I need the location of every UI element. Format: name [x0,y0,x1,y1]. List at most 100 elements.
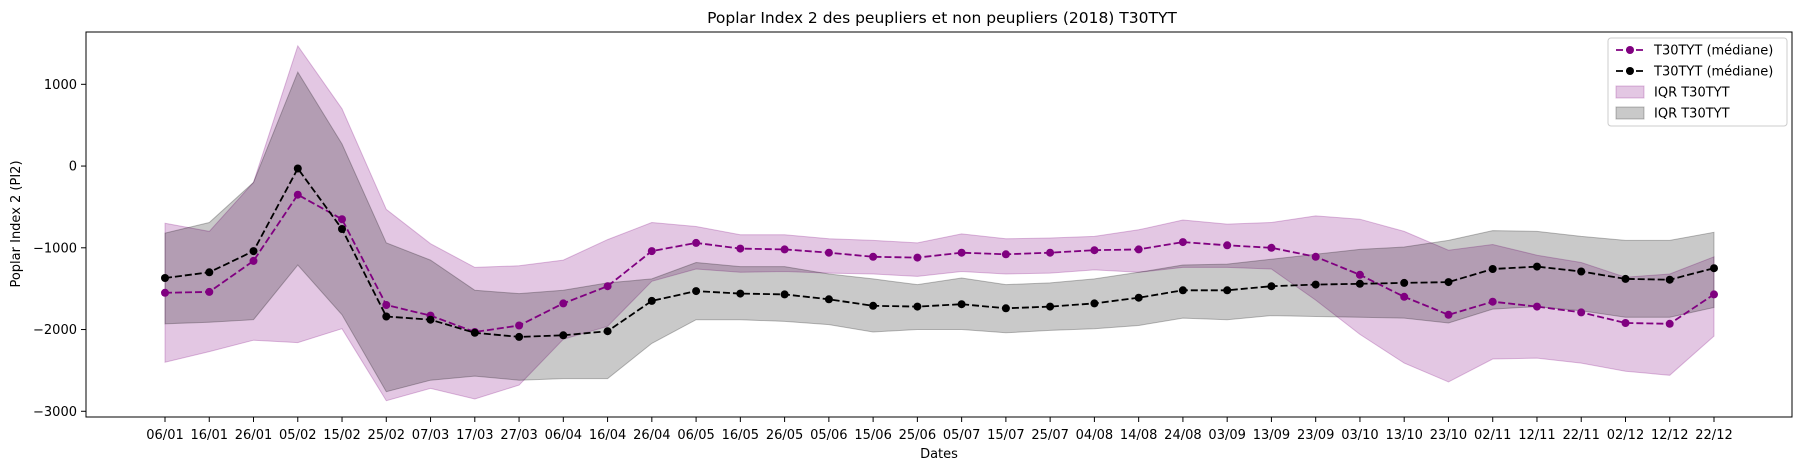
series-2-point [161,274,169,282]
x-tick-label: 26/05 [766,428,803,443]
x-tick-label: 24/08 [1164,428,1201,443]
series-1-point [293,190,302,199]
x-tick-label: 15/02 [323,428,360,443]
x-tick-label: 23/10 [1430,428,1467,443]
legend-band-swatch [1615,85,1645,99]
x-tick-label: 06/04 [545,428,582,443]
x-tick-label: 02/12 [1607,428,1644,443]
y-axis-title: Poplar Index 2 (PI2) [9,160,24,287]
y-tick-label: −3000 [33,405,77,420]
series-2-point [515,332,524,341]
x-axis-title: Dates [920,447,958,462]
legend-band-swatch [1615,106,1645,120]
series-2-point [382,312,391,321]
y-tick-label: 1000 [44,78,77,93]
legend: T30TYT (médiane) T30TYT (médiane) IQR T30T… [1607,37,1788,127]
series-1-point [1621,319,1630,327]
series-2-point [205,268,214,277]
x-tick-label: 03/09 [1208,428,1245,443]
series-2-point [1267,282,1276,291]
series-1-point [205,287,214,296]
x-tick-label: 03/10 [1341,428,1378,443]
iqr-bands [164,44,1715,402]
x-axis: 06/01 16/01 26/01 05/02 15/02 25/02 07/03 17/03… [146,417,1733,443]
x-tick-label: 16/01 [191,428,228,443]
series-1-point [824,248,833,257]
series-1-point [1178,238,1187,247]
x-tick-label: 13/09 [1253,428,1290,443]
series-1-point [161,288,169,297]
x-tick-label: 25/07 [1031,428,1068,443]
series-2-point [1001,304,1010,313]
series-2-point [1311,280,1320,289]
series-1-point [1577,308,1586,317]
x-tick-label: 12/12 [1651,428,1688,443]
series-1-point [1001,250,1010,259]
series-2-point [824,295,833,304]
x-tick-label: 05/06 [810,428,847,443]
series-2-point [647,296,656,305]
plot-area-frame [85,31,1793,418]
series-2-point [470,328,479,337]
x-tick-label: 23/09 [1297,428,1334,443]
x-tick-label: 22/12 [1695,428,1732,443]
iqr-band-2 [164,70,1715,393]
x-tick-label: 12/11 [1518,428,1555,443]
x-tick-label: 05/02 [279,428,316,443]
series-line-1 [164,193,1715,333]
legend-marker [1626,67,1634,75]
x-tick-label: 25/06 [899,428,936,443]
series-2-point [1444,278,1453,287]
series-2-point [1710,264,1718,273]
x-tick-label: 02/11 [1474,428,1511,443]
chart-title: Poplar Index 2 des peupliers et non peup… [707,9,1177,27]
series-1-point [1311,252,1320,261]
x-tick-label: 04/08 [1076,428,1113,443]
x-tick-label: 07/03 [412,428,449,443]
x-tick-label: 15/06 [854,428,891,443]
series-1-point [1267,243,1276,252]
series-2-point [1090,299,1099,308]
y-tick-label: 0 [69,160,77,175]
x-tick-label: 27/03 [500,428,537,443]
x-tick-label: 13/10 [1385,428,1422,443]
series-1-point [1223,241,1232,250]
series-2-point [736,289,745,298]
series-2-point [913,302,922,311]
series-2-point [1533,262,1541,271]
series-2-point [1046,302,1055,311]
series-2-point [692,287,701,296]
x-tick-label: 06/05 [677,428,714,443]
series-1-point [515,321,524,330]
series-2-point [1355,279,1364,288]
legend-label: T30TYT (médiane) [1653,65,1773,80]
series-1-point [736,244,745,253]
x-tick-label: 26/04 [633,428,670,443]
series-1-point [603,282,612,291]
series-1-point [647,247,656,256]
series-1-point [1488,297,1497,306]
series-2-point [338,225,346,233]
series-1-point [1665,319,1674,328]
series-line-2 [164,166,1715,338]
x-tick-label: 14/08 [1120,428,1157,443]
x-tick-label: 16/05 [722,428,759,443]
x-tick-label: 26/01 [235,428,272,443]
series-1-point [382,301,391,309]
y-tick-label: −2000 [33,323,77,338]
series-2-point [1621,274,1630,283]
legend-box [1607,37,1788,127]
legend-marker [1626,46,1634,54]
series-2-point [1178,286,1187,295]
series-1-point [1710,290,1718,299]
series-2-point [1665,275,1674,284]
iqr-band-1 [164,44,1715,402]
series-2-point [1400,278,1409,287]
series-2-point [426,315,435,324]
series-1-point [957,248,966,257]
legend-label: T30TYT (médiane) [1653,44,1773,59]
series-1-point [338,215,346,224]
series-1-point [1046,248,1055,257]
x-tick-label: 22/11 [1562,428,1599,443]
